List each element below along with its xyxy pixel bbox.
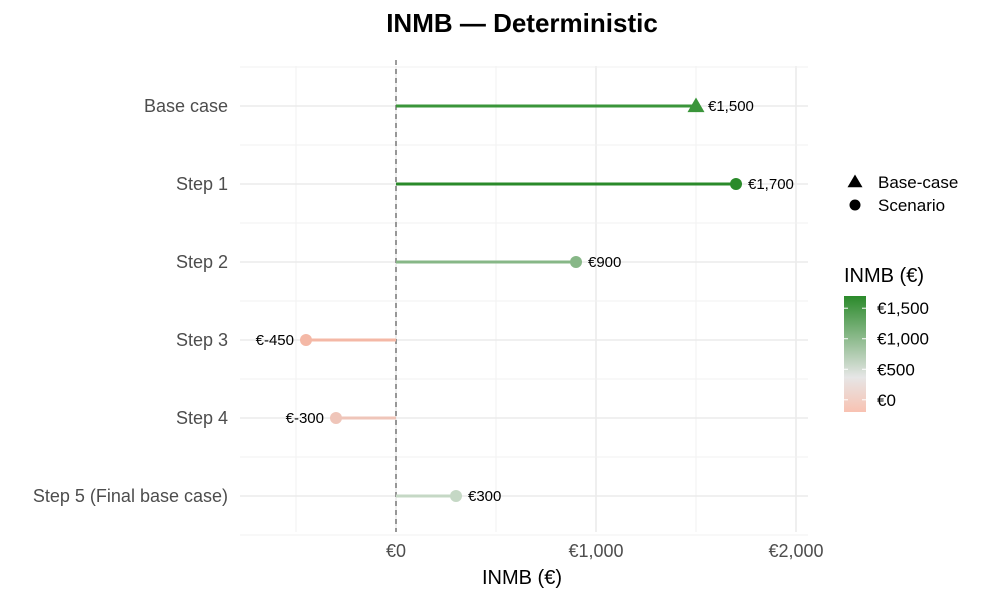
lollipop-point-triangle [687, 97, 705, 113]
color-legend: INMB (€) €1,500 €1,000 €500 €0 [844, 265, 929, 412]
x-tick-label: €0 [386, 541, 406, 561]
color-legend-label: €1,500 [877, 299, 929, 318]
lollipop-point-circle [730, 178, 742, 190]
color-legend-label: €0 [877, 391, 896, 410]
data-label: €-300 [286, 410, 324, 427]
color-legend-title: INMB (€) [844, 265, 924, 287]
plot-grid [240, 66, 808, 536]
category-label: Step 5 (Final base case) [33, 486, 228, 506]
color-legend-label: €500 [877, 360, 915, 379]
category-label: Step 3 [176, 330, 228, 350]
data-label: €1,700 [748, 176, 794, 193]
color-legend-bar [844, 296, 866, 412]
x-axis-title: INMB (€) [482, 567, 562, 589]
chart-title: INMB — Deterministic [386, 8, 658, 38]
legend-triangle-key [847, 174, 863, 188]
legend-circle-key [849, 199, 861, 211]
x-tick-label: €1,000 [568, 541, 623, 561]
category-label: Step 1 [176, 174, 228, 194]
color-legend-label: €1,000 [877, 330, 929, 349]
x-tick-label: €2,000 [768, 541, 823, 561]
category-label: Step 2 [176, 252, 228, 272]
category-labels: Base case Step 1 Step 2 Step 3 Step 4 Step 5 … [33, 96, 228, 506]
category-label: Step 4 [176, 408, 228, 428]
category-label: Base case [144, 96, 228, 116]
x-tick-labels: €0 €1,000 €2,000 [386, 541, 824, 561]
lollipop-point-circle [450, 490, 462, 502]
shape-legend: Base-case Scenario [847, 173, 958, 215]
shape-legend-label: Scenario [878, 196, 945, 215]
shape-legend-label: Base-case [878, 173, 958, 192]
data-label: €900 [588, 254, 621, 271]
data-label: €300 [468, 488, 501, 505]
data-label: €1,500 [708, 98, 754, 115]
lollipop-point-circle [300, 334, 312, 346]
data-label: €-450 [256, 332, 294, 349]
lollipops: €1,500 €1,700 €900 €-450 €-300 €300 [256, 97, 794, 505]
lollipop-point-circle [570, 256, 582, 268]
lollipop-point-circle [330, 412, 342, 424]
